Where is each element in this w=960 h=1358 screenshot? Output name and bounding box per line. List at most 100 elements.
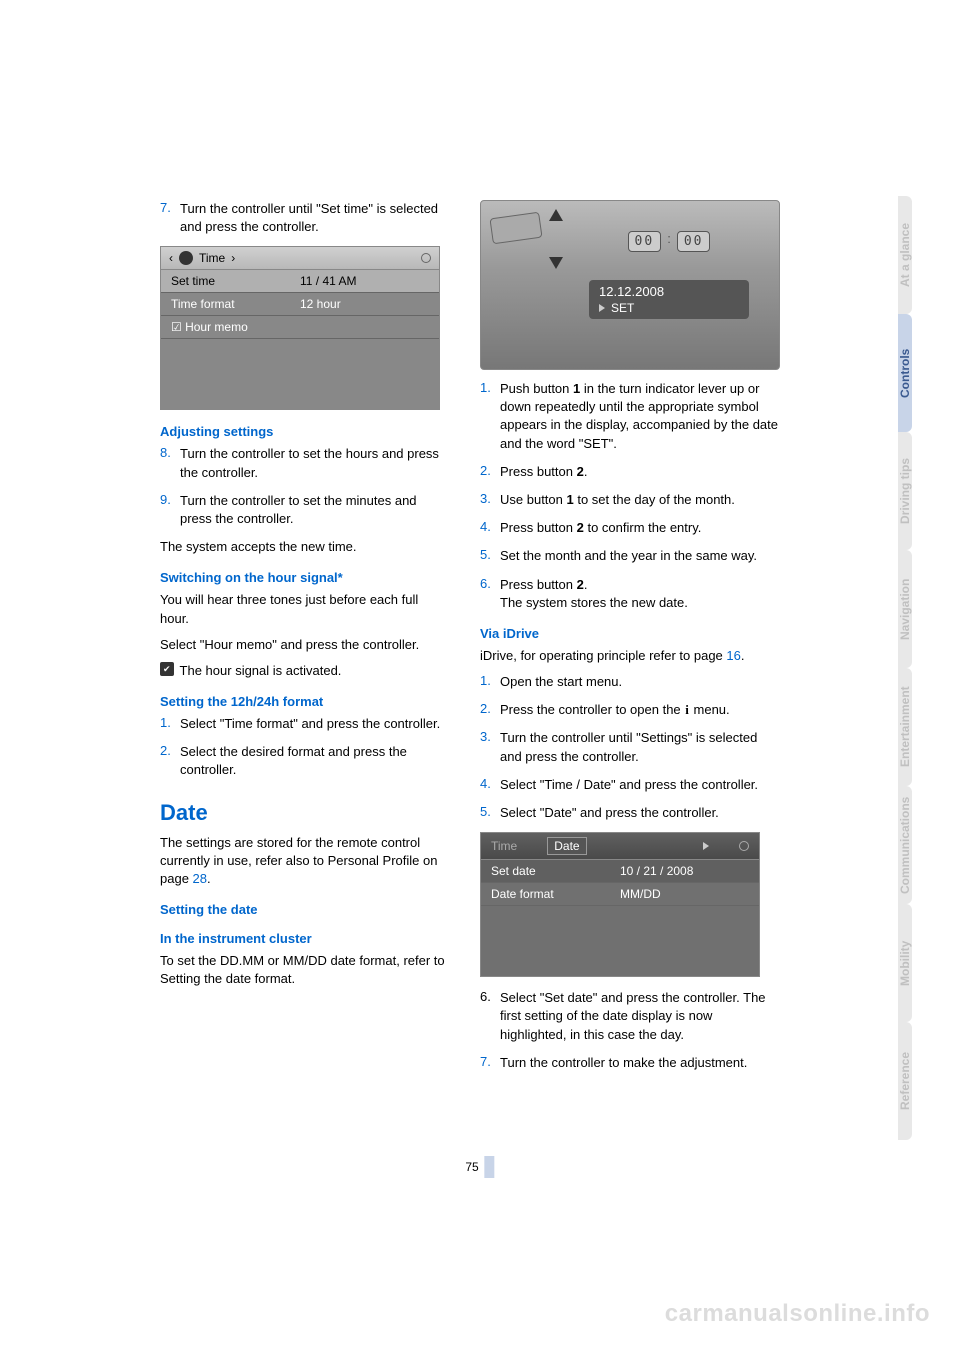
text-b: . — [207, 871, 211, 886]
tab-entertainment[interactable]: Entertainment — [898, 668, 912, 786]
info-icon — [739, 841, 749, 851]
arrow-up-icon — [549, 209, 563, 221]
step-text: Set the month and the year in the same w… — [500, 547, 780, 565]
time-menu-screenshot: ‹ Time › Set time 11 / 41 AM Time format… — [160, 246, 440, 410]
heading-date: Date — [160, 800, 450, 826]
step-number: 1. — [160, 715, 180, 733]
screen-row-set-time: Set time 11 / 41 AM — [161, 270, 439, 293]
screen-rows: Set time 11 / 41 AM Time format 12 hour … — [161, 270, 439, 409]
digit-row: 00 : 00 — [589, 231, 749, 252]
arrow-down-icon — [549, 257, 563, 269]
cluster-date-row: 12.12.2008 SET — [589, 280, 749, 319]
tab-controls[interactable]: Controls — [898, 314, 912, 432]
cluster-set-row: SET — [599, 301, 634, 315]
step-number: 4. — [480, 519, 500, 537]
row-label: Set time — [171, 274, 300, 288]
date-menu-screenshot: Time Date Set date 10 / 21 / 2008 Date f… — [480, 832, 760, 977]
tab-label: Communications — [898, 796, 912, 893]
tab-navigation[interactable]: Navigation — [898, 550, 912, 668]
step-text: Select "Set date" and press the controll… — [500, 989, 780, 1044]
step-text: Push button 1 in the turn indicator leve… — [500, 380, 780, 453]
step-number: 9. — [160, 492, 180, 528]
right-column: 00 : 00 12.12.2008 SET 1. Push button 1 … — [480, 200, 780, 1082]
tab-time: Time — [491, 839, 517, 853]
screen-row-hour-memo: ☑ Hour memo — [161, 316, 439, 339]
bold: 2 — [577, 577, 584, 592]
screen-padding — [481, 906, 759, 976]
istep-3: 3. Turn the controller until "Settings" … — [480, 729, 780, 765]
turn-indicator-stalk — [491, 215, 571, 265]
step-text: Turn the controller until "Set time" is … — [180, 200, 450, 236]
rstep-3: 3. Use button 1 to set the day of the mo… — [480, 491, 780, 509]
step-7: 7. Turn the controller until "Set time" … — [160, 200, 450, 236]
tab-label: Mobility — [898, 940, 912, 985]
step-number: 1. — [480, 673, 500, 691]
step-number: 4. — [480, 776, 500, 794]
t: Use button — [500, 492, 567, 507]
colon-icon: : — [667, 231, 671, 252]
tab-at-a-glance[interactable]: At a glance — [898, 196, 912, 314]
row-value: 10 / 21 / 2008 — [620, 864, 749, 878]
step-text: Turn the controller to make the adjustme… — [500, 1054, 780, 1072]
bold: 2 — [577, 464, 584, 479]
digits-minutes: 00 — [677, 231, 711, 252]
instrument-cluster-screenshot: 00 : 00 12.12.2008 SET — [480, 200, 780, 370]
format-step-1: 1. Select "Time format" and press the co… — [160, 715, 450, 733]
tab-communications[interactable]: Communications — [898, 786, 912, 904]
row-label: Date format — [491, 887, 620, 901]
step-text: Select "Time format" and press the contr… — [180, 715, 450, 733]
istep-7: 7. Turn the controller to make the adjus… — [480, 1054, 780, 1072]
check-line: ✔ The hour signal is activated. — [160, 662, 450, 680]
screen-row-date-format: Date format MM/DD — [481, 883, 759, 906]
step-text: Select "Date" and press the controller. — [500, 804, 780, 822]
step-text: Press button 2. The system stores the ne… — [500, 576, 780, 612]
gear-icon — [179, 251, 193, 265]
step-text: Select the desired format and press the … — [180, 743, 450, 779]
step-text: Turn the controller to set the hours and… — [180, 445, 450, 481]
bold: 2 — [577, 520, 584, 535]
step-number: 3. — [480, 491, 500, 509]
row-label: Time format — [171, 297, 300, 311]
rstep-6: 6. Press button 2. The system stores the… — [480, 576, 780, 612]
screen-header: Time Date — [481, 833, 759, 860]
play-icon — [703, 842, 709, 850]
step-number: 3. — [480, 729, 500, 765]
watermark: carmanualsonline.info — [665, 1300, 930, 1328]
step-number: 6. — [480, 989, 500, 1044]
stalk-body — [489, 212, 542, 245]
istep-2: 2. Press the controller to open the i me… — [480, 701, 780, 719]
t: to confirm the entry. — [584, 520, 702, 535]
heading-12h-24h: Setting the 12h/24h format — [160, 694, 450, 709]
paragraph: Select "Hour memo" and press the control… — [160, 636, 450, 654]
heading-hour-signal: Switching on the hour signal* — [160, 570, 450, 585]
tab-label: Navigation — [898, 578, 912, 639]
tab-label: Reference — [898, 1052, 912, 1110]
step-text: Open the start menu. — [500, 673, 780, 691]
rstep-5: 5. Set the month and the year in the sam… — [480, 547, 780, 565]
t: The system stores the new date. — [500, 595, 688, 610]
t: . — [584, 577, 588, 592]
step-text: Select "Time / Date" and press the contr… — [500, 776, 780, 794]
tab-reference[interactable]: Reference — [898, 1022, 912, 1140]
step-number: 8. — [160, 445, 180, 481]
step-number: 2. — [160, 743, 180, 779]
page-link-16[interactable]: 16 — [726, 648, 740, 663]
tab-mobility[interactable]: Mobility — [898, 904, 912, 1022]
step-8: 8. Turn the controller to set the hours … — [160, 445, 450, 481]
t: Push button — [500, 381, 573, 396]
rstep-2: 2. Press button 2. — [480, 463, 780, 481]
page-link-28[interactable]: 28 — [193, 871, 207, 886]
page-number-bar — [485, 1156, 495, 1178]
digits-hours: 00 — [628, 231, 662, 252]
chevron-right-icon: › — [231, 251, 235, 265]
step-number: 6. — [480, 576, 500, 612]
step-number: 2. — [480, 463, 500, 481]
chevron-left-icon: ‹ — [169, 251, 173, 265]
format-step-2: 2. Select the desired format and press t… — [160, 743, 450, 779]
step-number: 7. — [480, 1054, 500, 1072]
rstep-1: 1. Push button 1 in the turn indicator l… — [480, 380, 780, 453]
row-label: Set date — [491, 864, 620, 878]
page-number: 75 — [465, 1156, 494, 1178]
tab-driving-tips[interactable]: Driving tips — [898, 432, 912, 550]
play-icon — [599, 304, 605, 312]
